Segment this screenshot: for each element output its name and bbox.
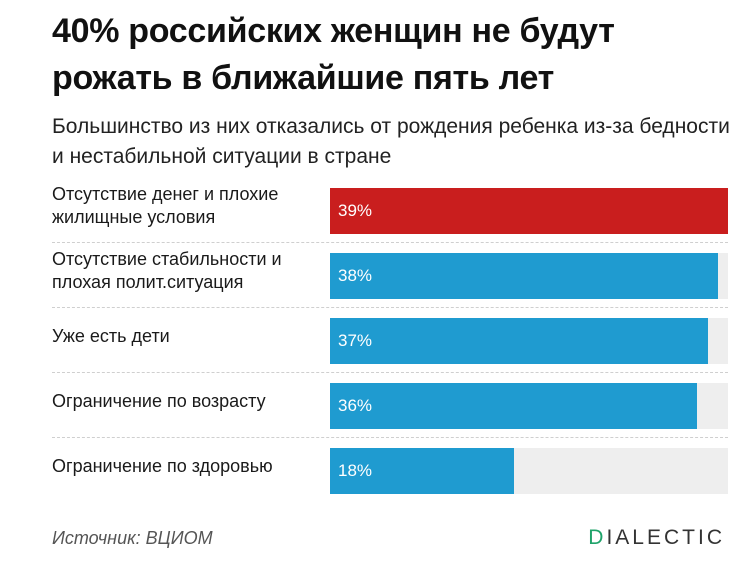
bar-value-label: 37% — [338, 331, 373, 350]
bar: 37% — [330, 318, 708, 364]
bar-value-label: 38% — [338, 266, 373, 285]
bar: 39% — [330, 188, 728, 234]
chart-subtitle: Большинство из них отказались от рождени… — [52, 115, 730, 168]
bar-track: 18% — [330, 448, 728, 494]
row-divider — [52, 242, 728, 243]
bar-value-label: 18% — [338, 461, 373, 480]
bar-row: Ограничение по здоровью 18% — [52, 440, 728, 504]
bar: 38% — [330, 253, 718, 299]
bar-track: 39% — [330, 188, 728, 234]
bar-track: 37% — [330, 318, 728, 364]
row-divider — [52, 437, 728, 438]
bar: 36% — [330, 383, 697, 429]
category-label: Ограничение по возрасту — [52, 390, 266, 411]
category-label: Ограничение по здоровью — [52, 455, 273, 476]
row-divider — [52, 307, 728, 308]
bar-chart: Отсутствие денег и плохие жилищные услов… — [0, 180, 747, 510]
bar: 18% — [330, 448, 514, 494]
bar-row: Уже есть дети 37% — [52, 310, 728, 374]
row-divider — [52, 372, 728, 373]
category-label: Уже есть дети — [52, 325, 170, 346]
bar-value-label: 36% — [338, 396, 373, 415]
bar-row: Отсутствие денег и плохие жилищные услов… — [52, 180, 728, 244]
bar-track: 38% — [330, 253, 728, 299]
chart-title: 40% российских женщин не будут рожать в … — [52, 12, 615, 97]
brand-logo-accent: D — [588, 526, 607, 549]
bar-row: Отсутствие стабильности и плохая полит.с… — [52, 245, 728, 309]
source-note: Источник: ВЦИОМ — [52, 528, 213, 548]
brand-logo: DIALECTIC — [588, 526, 725, 550]
category-label: Отсутствие стабильности и плохая полит.с… — [52, 249, 282, 292]
bar-row: Ограничение по возрасту 36% — [52, 375, 728, 439]
brand-logo-text: IALECTIC — [606, 526, 725, 549]
bar-value-label: 39% — [338, 201, 373, 220]
bar-track: 36% — [330, 383, 728, 429]
category-label: Отсутствие денег и плохие жилищные услов… — [52, 184, 279, 227]
